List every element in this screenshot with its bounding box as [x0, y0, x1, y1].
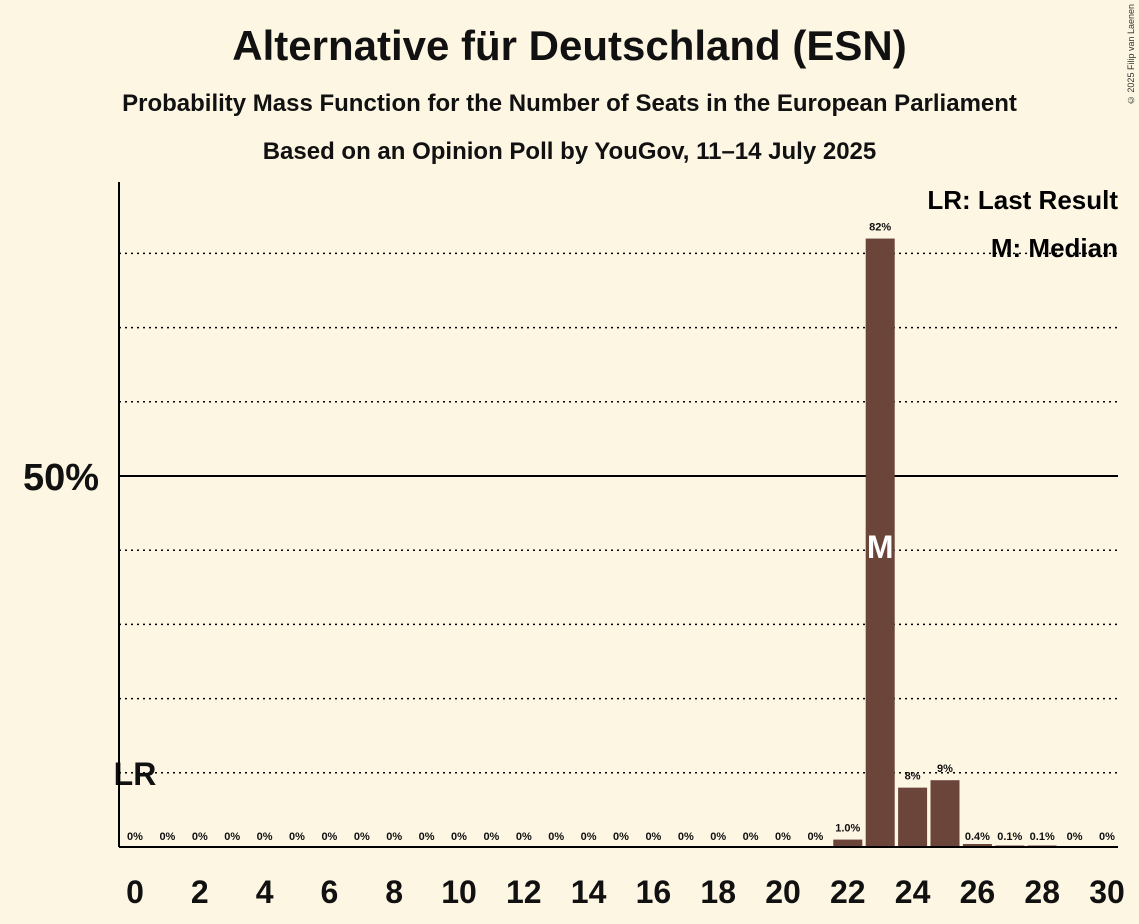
bar-value-label: 0%	[354, 831, 370, 843]
x-tick-label: 0	[126, 874, 144, 910]
bar-value-label: 0%	[289, 831, 305, 843]
x-tick-label: 28	[1024, 874, 1060, 910]
chart-source-note: Based on an Opinion Poll by YouGov, 11–1…	[262, 138, 877, 165]
chart-title: Alternative für Deutschland (ESN)	[232, 22, 907, 69]
bar-value-label: 9%	[937, 763, 953, 775]
bar	[833, 839, 863, 847]
bar-value-label: 0.1%	[997, 831, 1022, 843]
last-result-marker: LR	[114, 756, 157, 792]
bar-value-label: 0%	[678, 831, 694, 843]
bar	[865, 238, 895, 847]
bar-value-label: 0%	[1067, 831, 1083, 843]
bar-value-label: 0%	[1099, 831, 1115, 843]
bar	[898, 787, 928, 847]
bar-value-label: 82%	[869, 222, 891, 234]
x-tick-label: 24	[895, 874, 931, 910]
x-tick-label: 4	[256, 874, 274, 910]
bar-value-label: 0.4%	[965, 831, 990, 843]
bar-value-label: 0%	[807, 831, 823, 843]
bar-value-label: 0.1%	[1030, 831, 1055, 843]
y-tick-label: 50%	[23, 457, 99, 499]
bar-value-label: 0%	[645, 831, 661, 843]
bar-value-label: 0%	[451, 831, 467, 843]
bar	[930, 780, 960, 847]
axes: 50%0 2 4 6 8 10 12 14 16 18 20 22 24 26 28 30	[23, 182, 1125, 910]
bars	[833, 238, 1057, 847]
bar-value-label: 0%	[224, 831, 240, 843]
bar	[962, 844, 992, 847]
bar-value-label: 0%	[159, 831, 175, 843]
bar-labels: 0% 0% 0% 0% 0% 0% 0% 0% 0% 0% 0% 0% 0% 0% 0% 0% 0% 0% 0% 0%…	[114, 222, 1115, 843]
bar-value-label: 1.0%	[835, 823, 860, 835]
bar-value-label: 0%	[516, 831, 532, 843]
bar-value-label: 0%	[483, 831, 499, 843]
bar-value-label: 8%	[905, 771, 921, 783]
x-tick-label: 2	[191, 874, 209, 910]
bar-value-label: 0%	[613, 831, 629, 843]
bar-value-label: 0%	[386, 831, 402, 843]
x-tick-label: 14	[571, 874, 607, 910]
bar-value-label: 0%	[710, 831, 726, 843]
x-tick-label: 22	[830, 874, 866, 910]
gridlines	[119, 252, 1118, 774]
bar-value-label: 0%	[743, 831, 759, 843]
bar-value-label: 0%	[548, 831, 564, 843]
x-tick-label: 18	[700, 874, 736, 910]
x-tick-label: 6	[321, 874, 339, 910]
chart-subtitle: Probability Mass Function for the Number…	[122, 90, 1017, 117]
bar-value-label: 0%	[581, 831, 597, 843]
x-tick-label: 10	[441, 874, 477, 910]
x-tick-label: 16	[636, 874, 672, 910]
bar-value-label: 0%	[419, 831, 435, 843]
x-tick-label: 12	[506, 874, 542, 910]
x-tick-label: 20	[765, 874, 801, 910]
bar-value-label: 0%	[127, 831, 143, 843]
bar-value-label: 0%	[192, 831, 208, 843]
bar-value-label: 0%	[321, 831, 337, 843]
legend-last-result: LR: Last Result	[927, 185, 1118, 215]
x-tick-label: 26	[960, 874, 996, 910]
x-tick-label: 30	[1089, 874, 1125, 910]
bar-value-label: 0%	[257, 831, 273, 843]
legend-median: M: Median	[991, 233, 1118, 263]
bar-value-label: 0%	[775, 831, 791, 843]
x-tick-label: 8	[385, 874, 403, 910]
median-marker: M	[867, 529, 894, 565]
